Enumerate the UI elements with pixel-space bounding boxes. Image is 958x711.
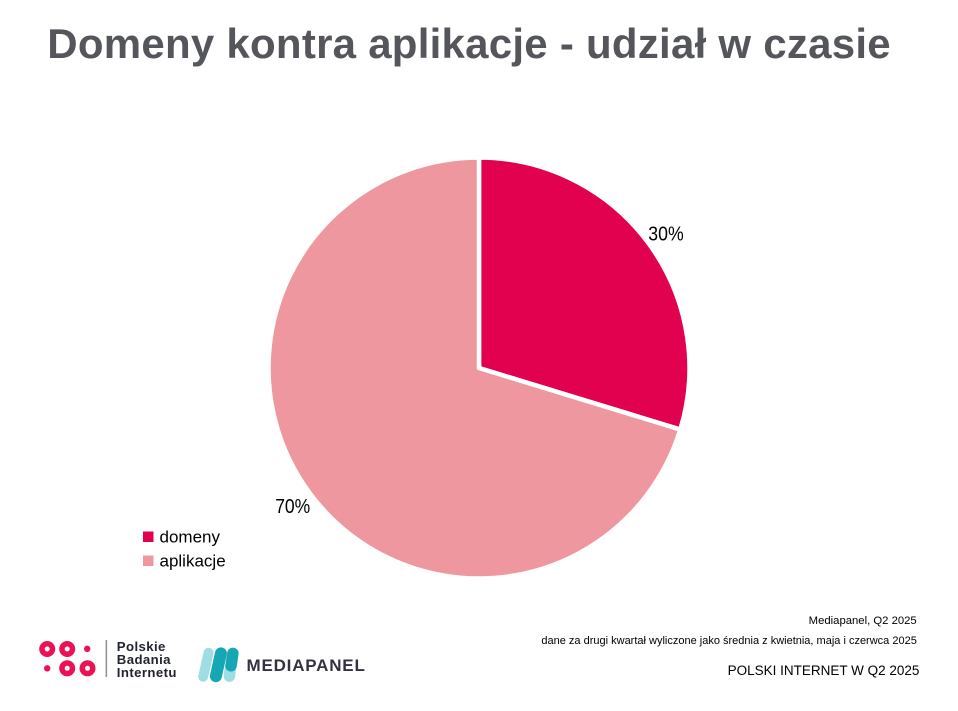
svg-text:70%: 70% [275, 496, 310, 518]
svg-text:domeny: domeny [160, 528, 221, 547]
svg-text:30%: 30% [648, 223, 684, 245]
svg-text:aplikacje: aplikacje [160, 552, 226, 571]
